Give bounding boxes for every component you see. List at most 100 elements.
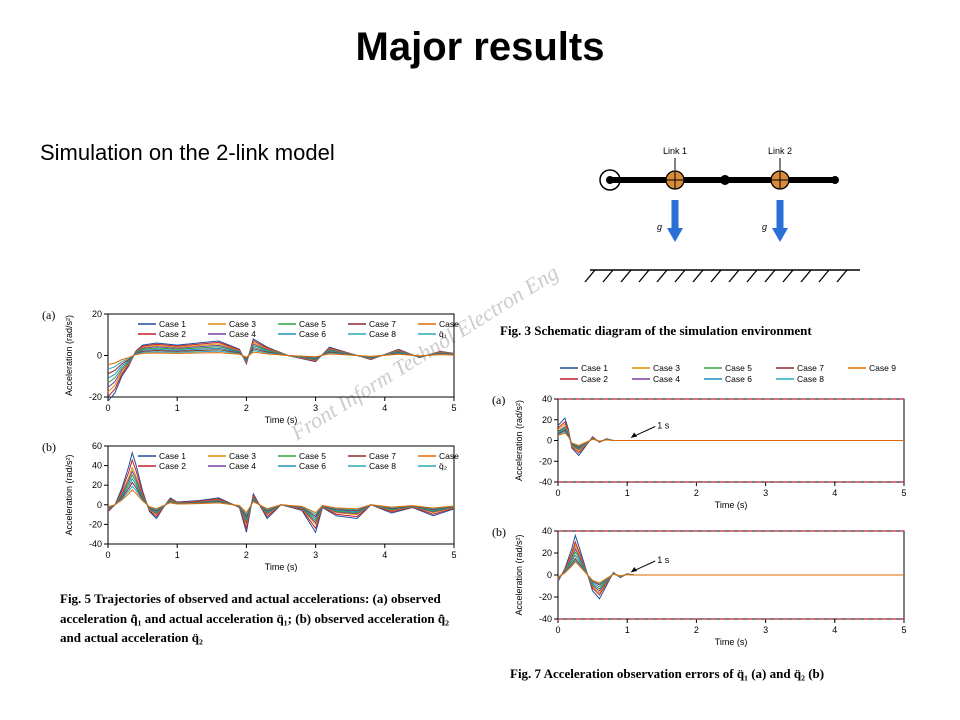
svg-text:0: 0 (555, 488, 560, 498)
svg-text:Time (s): Time (s) (265, 562, 298, 572)
figure-7: Case 1Case 2 Case 3Case 4 Case 5Case 6 Case… (510, 360, 930, 684)
svg-text:Case 4: Case 4 (229, 329, 256, 339)
svg-text:Case 7: Case 7 (369, 451, 396, 461)
svg-text:q̈₁: q̈₁ (439, 329, 447, 339)
svg-text:4: 4 (832, 488, 837, 498)
svg-text:2: 2 (694, 488, 699, 498)
svg-text:Acceleration (rad/s²): Acceleration (rad/s²) (64, 315, 74, 396)
svg-text:Case 4: Case 4 (653, 374, 680, 384)
svg-text:Time (s): Time (s) (265, 415, 298, 425)
svg-text:4: 4 (832, 625, 837, 635)
svg-text:Case 3: Case 3 (653, 363, 680, 373)
svg-text:-20: -20 (539, 592, 552, 602)
fig3-caption: Fig. 3 Schematic diagram of the simulati… (500, 321, 920, 341)
figure-5: (a) 012345Time (s)-20020Acceleration (ra… (60, 310, 460, 648)
svg-text:Link 2: Link 2 (768, 146, 792, 156)
fig7-panel-a: (a) 012345Time (s)-40-2002040Acceleratio… (510, 395, 930, 515)
svg-text:-20: -20 (89, 519, 102, 529)
svg-text:Case 3: Case 3 (229, 451, 256, 461)
svg-text:Case 6: Case 6 (725, 374, 752, 384)
svg-text:1 s: 1 s (657, 555, 670, 565)
fig7-panel-b: (b) 012345Time (s)-40-2002040Acceleratio… (510, 527, 930, 652)
svg-text:3: 3 (313, 550, 318, 560)
svg-text:1: 1 (175, 403, 180, 413)
svg-text:1: 1 (175, 550, 180, 560)
svg-text:40: 40 (92, 461, 102, 471)
svg-text:Case 4: Case 4 (229, 461, 256, 471)
svg-text:Acceleration (rad/s²): Acceleration (rad/s²) (514, 534, 524, 615)
slide-subtitle: Simulation on the 2-link model (40, 140, 335, 166)
svg-text:20: 20 (92, 310, 102, 319)
svg-text:Case 1: Case 1 (159, 319, 186, 329)
svg-text:40: 40 (542, 395, 552, 404)
fig5a-chart: 012345Time (s)-20020Acceleration (rad/s²… (60, 310, 460, 425)
svg-text:Time (s): Time (s) (715, 500, 748, 510)
panel-label-b: (b) (42, 440, 56, 455)
svg-text:Link 1: Link 1 (663, 146, 687, 156)
slide-title: Major results (0, 0, 960, 70)
svg-text:Case 1: Case 1 (159, 451, 186, 461)
svg-text:Case 6: Case 6 (299, 329, 326, 339)
svg-text:Case 9: Case 9 (439, 319, 460, 329)
svg-text:20: 20 (542, 548, 552, 558)
svg-text:Case 7: Case 7 (797, 363, 824, 373)
svg-text:0: 0 (97, 500, 102, 510)
figure-3: Link 1 Link 2 g g Fig. 3 Schematic diagram … (500, 140, 920, 341)
panel-label-b2: (b) (492, 525, 506, 540)
svg-text:Case 2: Case 2 (159, 461, 186, 471)
svg-text:3: 3 (313, 403, 318, 413)
svg-text:4: 4 (382, 403, 387, 413)
panel-label-a2: (a) (492, 393, 505, 408)
fig7a-chart: 012345Time (s)-40-2002040Acceleration (r… (510, 395, 910, 510)
fig5-panel-a: (a) 012345Time (s)-20020Acceleration (ra… (60, 310, 460, 430)
fig3-schematic: Link 1 Link 2 g g (500, 140, 920, 310)
svg-text:-40: -40 (539, 477, 552, 487)
svg-text:3: 3 (763, 625, 768, 635)
fig5b-chart: 012345Time (s)-40-200204060Acceleration … (60, 442, 460, 572)
svg-text:5: 5 (451, 403, 456, 413)
svg-text:Case 1: Case 1 (581, 363, 608, 373)
svg-text:Case 2: Case 2 (159, 329, 186, 339)
svg-text:-40: -40 (539, 614, 552, 624)
fig7-caption: Fig. 7 Acceleration observation errors o… (510, 664, 930, 684)
svg-text:Case 9: Case 9 (869, 363, 896, 373)
svg-text:Case 6: Case 6 (299, 461, 326, 471)
svg-text:40: 40 (542, 527, 552, 536)
svg-text:4: 4 (382, 550, 387, 560)
svg-text:20: 20 (92, 480, 102, 490)
svg-text:-40: -40 (89, 539, 102, 549)
fig5-panel-b: (b) 012345Time (s)-40-200204060Accelerat… (60, 442, 460, 577)
svg-text:2: 2 (244, 403, 249, 413)
svg-text:1: 1 (625, 488, 630, 498)
svg-text:5: 5 (901, 625, 906, 635)
svg-text:q̈₂: q̈₂ (439, 461, 447, 471)
svg-text:g: g (762, 222, 767, 232)
svg-text:Acceleration (rad/s²): Acceleration (rad/s²) (514, 400, 524, 481)
svg-text:0: 0 (105, 403, 110, 413)
svg-text:-20: -20 (89, 392, 102, 402)
svg-text:Case 5: Case 5 (725, 363, 752, 373)
svg-text:0: 0 (105, 550, 110, 560)
svg-text:Case 9: Case 9 (439, 451, 460, 461)
svg-text:Case 5: Case 5 (299, 451, 326, 461)
svg-text:Case 5: Case 5 (299, 319, 326, 329)
svg-text:-20: -20 (539, 456, 552, 466)
svg-text:2: 2 (694, 625, 699, 635)
svg-text:5: 5 (451, 550, 456, 560)
svg-text:Acceleration (rad/s²): Acceleration (rad/s²) (64, 454, 74, 535)
fig7-legend: Case 1Case 2 Case 3Case 4 Case 5Case 6 Case… (510, 360, 910, 390)
svg-text:0: 0 (97, 351, 102, 361)
svg-text:g: g (657, 222, 662, 232)
svg-text:0: 0 (547, 570, 552, 580)
fig7b-chart: 0 1 2 3 4 5 Time (s) -40 -20 0 20 40 Acceleration (r… (510, 527, 910, 647)
svg-text:60: 60 (92, 442, 102, 451)
svg-text:0: 0 (547, 436, 552, 446)
svg-text:Case 3: Case 3 (229, 319, 256, 329)
svg-text:Case 2: Case 2 (581, 374, 608, 384)
svg-text:0: 0 (555, 625, 560, 635)
svg-text:1: 1 (625, 625, 630, 635)
svg-text:Case 7: Case 7 (369, 319, 396, 329)
svg-text:3: 3 (763, 488, 768, 498)
svg-text:Time (s): Time (s) (715, 637, 748, 647)
svg-text:20: 20 (542, 415, 552, 425)
